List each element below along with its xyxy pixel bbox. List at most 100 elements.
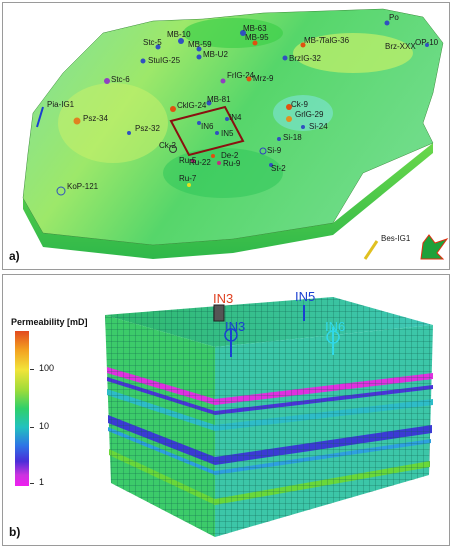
well-marker: CklG-24	[170, 101, 207, 112]
well-marker: GrlG-29	[286, 110, 324, 122]
svg-text:IN6: IN6	[325, 319, 345, 334]
north-arrow-icon	[420, 234, 449, 260]
svg-text:Stc-5: Stc-5	[143, 38, 162, 47]
well-marker: Bes-IG1	[363, 234, 411, 260]
surface-patch	[58, 83, 168, 163]
well-marker: MB-7	[300, 36, 324, 48]
well-marker: MB-63	[240, 24, 267, 36]
svg-text:Ru-22: Ru-22	[189, 158, 211, 167]
svg-text:Si-9: Si-9	[267, 146, 282, 155]
svg-text:Mrz-9: Mrz-9	[253, 74, 274, 83]
well-marker: Po	[384, 13, 399, 26]
colorbar-tick	[30, 483, 34, 484]
well-marker: Pia-IG1	[36, 100, 75, 128]
svg-text:MB-10: MB-10	[167, 30, 191, 39]
well-marker: IN4	[225, 113, 242, 122]
well-marker: BrzIG-32	[282, 54, 322, 63]
svg-text:Pia-IG1: Pia-IG1	[47, 100, 75, 109]
well-marker: MB-10	[167, 30, 191, 44]
well-marker: Psz-32	[127, 124, 160, 135]
well-marker: KoP-121	[56, 182, 99, 196]
block-top-grid	[105, 297, 433, 347]
colorbar-tick-label: 10	[39, 421, 50, 431]
well-marker: Mrz-9	[246, 74, 274, 83]
svg-text:De-2: De-2	[221, 151, 239, 160]
svg-text:BrzIG-32: BrzIG-32	[289, 54, 322, 63]
svg-text:GrlG-29: GrlG-29	[295, 110, 324, 119]
well-marker: De-2	[211, 151, 239, 160]
svg-text:Ck-9: Ck-9	[291, 100, 308, 109]
panel-label-a: a)	[9, 249, 20, 263]
svg-text:MB-63: MB-63	[243, 24, 267, 33]
well-marker: MB-81	[206, 95, 231, 106]
svg-text:Ru-7: Ru-7	[179, 174, 197, 183]
svg-text:Brz-XXX: Brz-XXX	[385, 42, 416, 51]
svg-text:OP-10: OP-10	[415, 38, 439, 47]
well-marker: Ru-7	[179, 174, 197, 187]
surface-map: MB-10 MB-63 Po Stc-5 MB-59 MB-95 MB-7 Ta…	[22, 8, 449, 260]
svg-text:KoP-121: KoP-121	[67, 182, 99, 191]
svg-text:MB-7: MB-7	[304, 36, 324, 45]
svg-text:StuIG-25: StuIG-25	[148, 56, 181, 65]
svg-text:Stc-6: Stc-6	[111, 75, 130, 84]
well-marker: IN5	[215, 129, 234, 138]
svg-text:Ru-9: Ru-9	[223, 159, 241, 168]
svg-text:MB-81: MB-81	[207, 95, 231, 104]
well-marker: Si-18	[277, 133, 302, 142]
well-marker: Stc-5	[143, 38, 162, 50]
block-right-grid	[215, 325, 433, 537]
svg-text:FrlG-24: FrlG-24	[227, 71, 255, 80]
svg-text:IN5: IN5	[221, 129, 234, 138]
surface-patch	[293, 33, 413, 73]
surface-patch	[273, 95, 333, 131]
svg-text:IN6: IN6	[201, 122, 214, 131]
injection-well: IN3	[213, 291, 233, 322]
svg-text:TalG-36: TalG-36	[321, 36, 350, 45]
well-marker: St-2	[269, 163, 286, 173]
colorbar-tick	[30, 369, 34, 370]
colorbar-tick	[30, 427, 34, 428]
svg-text:Si-18: Si-18	[283, 133, 302, 142]
surface-patch	[183, 18, 283, 48]
well-marker: IN6	[197, 121, 214, 131]
svg-text:Psz-34: Psz-34	[83, 114, 108, 123]
panel-a: MB-10 MB-63 Po Stc-5 MB-59 MB-95 MB-7 Ta…	[2, 2, 450, 270]
reservoir-block: IN3 IN3 IN5 IN6	[105, 289, 433, 537]
well-marker: Stc-6	[104, 75, 130, 84]
colorbar-tick-label: 1	[39, 477, 45, 487]
well-marker: FrlG-24	[220, 71, 255, 84]
svg-text:Si-24: Si-24	[309, 122, 328, 131]
svg-text:Ru-5: Ru-5	[179, 156, 197, 165]
injection-well: IN6	[325, 319, 345, 355]
svg-text:IN5: IN5	[295, 289, 315, 304]
well-marker: MB-95	[245, 33, 269, 46]
well-marker: Brz-XXX	[385, 42, 416, 51]
well-marker: Ru-22	[189, 158, 211, 167]
injection-area	[169, 105, 245, 157]
surface-side	[23, 143, 433, 259]
panel-label-b: b)	[9, 525, 21, 539]
svg-text:MB-U2: MB-U2	[203, 50, 228, 59]
injection-well: IN3	[224, 319, 245, 357]
svg-text:Ck-2: Ck-2	[159, 141, 176, 150]
well-marker: Si-9	[259, 146, 282, 155]
svg-text:St-2: St-2	[271, 164, 286, 173]
well-marker: TalG-36	[321, 36, 350, 45]
well-marker: Ck-2	[159, 141, 177, 153]
permeability-colorbar	[15, 331, 29, 486]
well-marker: MB-U2	[196, 50, 228, 60]
svg-text:CklG-24: CklG-24	[177, 101, 207, 110]
svg-text:IN3: IN3	[213, 291, 233, 306]
well-marker: MB-59	[188, 40, 212, 52]
panel-b: Permeability [mD] 100 10 1	[2, 274, 450, 546]
block-left-grid	[105, 315, 215, 537]
svg-text:Bes-IG1: Bes-IG1	[381, 234, 411, 243]
well-marker: Psz-34	[73, 114, 108, 125]
well-marker: Ck-9	[286, 100, 308, 110]
svg-text:MB-59: MB-59	[188, 40, 212, 49]
well-marker: Si-24	[301, 122, 328, 131]
well-marker: StuIG-25	[140, 56, 181, 65]
svg-text:MB-95: MB-95	[245, 33, 269, 42]
injection-well: IN5	[295, 289, 315, 321]
svg-text:IN3: IN3	[225, 319, 245, 334]
